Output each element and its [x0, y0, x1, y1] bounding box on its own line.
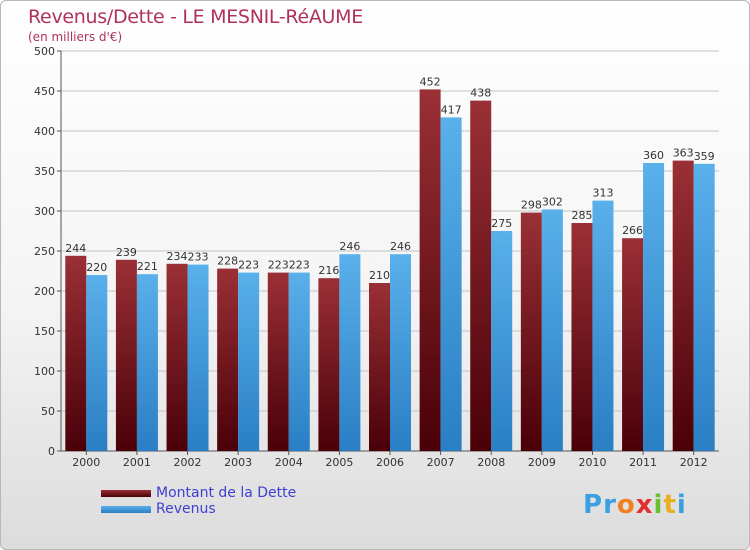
y-tick-label: 100: [34, 365, 55, 378]
bar-revenus: [288, 272, 310, 451]
logo-letter: r: [603, 490, 617, 520]
y-tick-label: 450: [34, 85, 55, 98]
data-label: 246: [339, 240, 360, 253]
y-tick-label: 300: [34, 205, 55, 218]
y-tick-label: 250: [34, 245, 55, 258]
chart-subtitle: (en milliers d'€): [28, 30, 123, 44]
bar-revenus: [440, 117, 462, 452]
bar-revenus: [86, 275, 108, 451]
data-label: 234: [167, 250, 188, 263]
data-label: 221: [137, 260, 158, 273]
bar-dette: [470, 100, 492, 451]
y-tick-label: 200: [34, 285, 55, 298]
bar-revenus: [693, 163, 715, 452]
x-tick-label: 2011: [629, 456, 657, 469]
data-label: 210: [369, 269, 390, 282]
x-tick-label: 2004: [275, 456, 303, 469]
bar-revenus: [541, 209, 563, 451]
bar-revenus: [187, 264, 209, 451]
bar-dette: [318, 278, 340, 451]
legend-label-dette: Montant de la Dette: [156, 485, 297, 501]
y-tick-label: 150: [34, 325, 55, 338]
logo-letter: P: [583, 490, 604, 520]
data-label: 228: [217, 255, 238, 268]
x-tick-label: 2012: [680, 456, 708, 469]
bar-dette: [622, 238, 644, 451]
logo-letter: x: [635, 490, 654, 520]
data-label: 360: [643, 149, 664, 162]
x-tick-label: 2003: [224, 456, 252, 469]
data-label: 313: [592, 187, 613, 200]
bar-dette: [369, 283, 390, 451]
data-label: 246: [390, 240, 411, 253]
legend-swatch-revenus: [101, 506, 151, 513]
bar-dette: [571, 223, 593, 451]
data-label: 359: [694, 150, 715, 163]
y-tick-label: 0: [48, 445, 55, 458]
legend-swatch-dette: [101, 490, 151, 497]
x-tick-label: 2000: [72, 456, 100, 469]
bar-dette: [419, 89, 441, 452]
legend-label-revenus: Revenus: [156, 501, 216, 517]
bar-dette: [65, 255, 87, 451]
bar-dette: [267, 272, 289, 451]
data-label: 302: [542, 195, 563, 208]
bar-dette: [672, 160, 694, 451]
data-label: 233: [188, 251, 209, 264]
data-label: 285: [571, 209, 592, 222]
logo-letter: t: [663, 490, 677, 520]
x-tick-label: 2001: [123, 456, 151, 469]
x-tick-label: 2009: [528, 456, 556, 469]
data-label: 417: [441, 103, 462, 116]
bar-revenus: [491, 231, 513, 451]
bar-dette: [217, 268, 239, 451]
data-label: 438: [470, 87, 491, 100]
data-label: 223: [238, 259, 259, 272]
data-label: 244: [65, 242, 86, 255]
y-tick-label: 50: [41, 405, 55, 418]
bar-revenus: [136, 274, 158, 451]
data-label: 220: [86, 261, 107, 274]
bar-dette: [166, 263, 188, 451]
bar-dette: [115, 259, 137, 451]
proxiti-logo: Proxiti: [583, 490, 687, 520]
y-tick-label: 400: [34, 125, 55, 138]
data-label: 363: [673, 147, 694, 160]
bar-revenus: [643, 163, 665, 451]
logo-letter: o: [616, 490, 636, 520]
data-label: 298: [521, 199, 542, 212]
data-label: 239: [116, 246, 137, 259]
bar-revenus: [592, 200, 614, 451]
bar-dette: [520, 212, 542, 451]
data-label: 216: [318, 264, 339, 277]
bar-revenus: [339, 254, 361, 451]
data-label: 223: [289, 259, 310, 272]
x-tick-label: 2002: [174, 456, 202, 469]
x-tick-label: 2008: [477, 456, 505, 469]
data-label: 275: [491, 217, 512, 230]
y-tick-label: 350: [34, 165, 55, 178]
x-tick-label: 2010: [578, 456, 606, 469]
logo-letter: i: [653, 490, 664, 520]
y-tick-label: 500: [34, 45, 55, 58]
bar-revenus: [238, 272, 260, 451]
data-label: 452: [420, 75, 441, 88]
logo-letter: i: [676, 490, 687, 520]
bar-revenus: [390, 254, 411, 451]
chart-title: Revenus/Dette - LE MESNIL-RéAUME: [28, 6, 363, 28]
x-tick-label: 2005: [325, 456, 353, 469]
x-tick-label: 2007: [427, 456, 455, 469]
x-tick-label: 2006: [376, 456, 404, 469]
data-label: 223: [268, 259, 289, 272]
data-label: 266: [622, 224, 643, 237]
